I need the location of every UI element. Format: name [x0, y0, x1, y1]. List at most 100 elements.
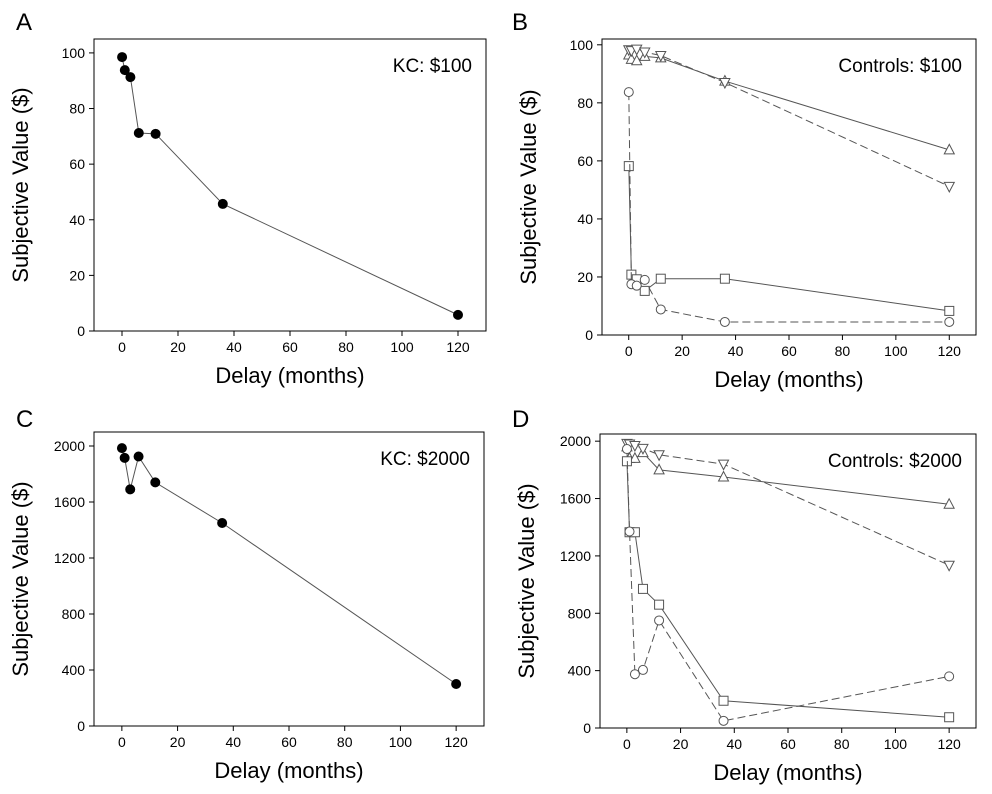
x-tick-label: 0 — [118, 339, 126, 355]
x-axis-title: Delay (months) — [714, 367, 863, 392]
data-point — [133, 127, 144, 138]
data-point — [719, 273, 730, 284]
data-point — [653, 450, 665, 462]
data-point — [217, 198, 228, 209]
y-axis-title: Subjective Value ($) — [516, 89, 541, 284]
y-tick-label: 0 — [77, 323, 85, 339]
chart-panel-d: D0 20 40 60 80 100 1200400800120016002000Delay… — [512, 406, 977, 785]
x-tick-label: 100 — [884, 343, 908, 359]
x-axis-title: Delay (months) — [215, 363, 364, 388]
y-tick-label: 60 — [577, 153, 593, 169]
series-square — [623, 161, 955, 316]
data-point — [623, 87, 634, 98]
chart-panel-a: A 0 20 40 60 80 100 120 0 20 40 60 80 100 Delay (month… — [8, 9, 487, 388]
data-point — [653, 463, 665, 475]
data-point — [125, 72, 136, 83]
x-tick-label: 60 — [282, 339, 298, 355]
x-tick-label: 120 — [444, 734, 468, 750]
data-point — [943, 181, 956, 193]
panel-label: B — [512, 9, 528, 36]
data-point — [719, 316, 730, 327]
y-tick-label: 80 — [69, 101, 85, 117]
y-tick-label: 2000 — [54, 438, 85, 454]
data-point — [718, 695, 729, 706]
x-tick-label: 0 — [623, 736, 631, 752]
data-point — [119, 65, 130, 76]
x-tick-label: 40 — [225, 734, 241, 750]
data-point — [631, 280, 642, 291]
data-point — [133, 451, 144, 462]
y-tick-label: 400 — [568, 663, 592, 679]
series-line — [121, 56, 459, 316]
y-tick-label: 800 — [568, 605, 592, 621]
series-filled-circle — [116, 443, 462, 689]
y-tick-label: 40 — [577, 211, 593, 227]
data-point — [629, 451, 641, 463]
series-square — [621, 456, 955, 723]
x-tick-label: 80 — [835, 343, 851, 359]
data-point — [117, 52, 128, 63]
data-point — [630, 54, 643, 66]
x-tick-label: 80 — [338, 339, 354, 355]
data-point — [150, 477, 161, 488]
data-point — [453, 309, 463, 320]
plot-frame — [601, 38, 977, 336]
y-tick-label: 0 — [585, 327, 593, 343]
series-line — [628, 166, 950, 312]
data-point — [624, 526, 635, 537]
y-tick-label: 100 — [570, 37, 594, 53]
series-filled-circle — [117, 52, 463, 320]
data-point — [944, 316, 955, 327]
data-point — [637, 664, 648, 675]
data-point — [717, 470, 730, 482]
y-tick-label: 2000 — [560, 433, 591, 449]
plot-frame — [93, 38, 487, 332]
data-point — [717, 459, 730, 471]
x-tick-label: 80 — [834, 736, 850, 752]
data-point — [629, 669, 640, 680]
data-point — [125, 484, 136, 495]
series-line — [626, 461, 950, 718]
data-point — [943, 560, 955, 572]
x-tick-label: 0 — [118, 734, 126, 750]
data-point — [943, 143, 956, 155]
data-point — [654, 599, 665, 610]
data-point — [719, 78, 731, 90]
data-point — [621, 444, 632, 455]
data-point — [150, 128, 161, 139]
data-point — [654, 615, 665, 626]
panel-annotation: Controls: $2000 — [828, 451, 962, 472]
y-tick-label: 0 — [77, 718, 85, 734]
data-point — [116, 443, 127, 454]
x-tick-label: 40 — [726, 736, 742, 752]
y-tick-label: 20 — [69, 267, 85, 283]
panel-label: D — [512, 406, 529, 433]
data-point — [655, 273, 666, 284]
data-point — [217, 518, 228, 528]
y-tick-label: 800 — [62, 606, 86, 622]
data-point — [718, 715, 729, 726]
x-tick-label: 120 — [937, 736, 961, 752]
x-tick-label: 100 — [884, 736, 908, 752]
data-point — [638, 47, 651, 59]
x-tick-label: 100 — [389, 734, 413, 750]
x-tick-label: 120 — [446, 339, 470, 355]
x-tick-label: 20 — [674, 343, 690, 359]
panel-annotation: KC: $100 — [393, 56, 472, 77]
data-point — [944, 305, 955, 316]
data-point — [623, 161, 634, 172]
panel-annotation: KC: $2000 — [380, 449, 470, 470]
data-point — [637, 583, 648, 594]
chart-panel-c: C0 20 40 60 80 100 1200400800120016002000Delay… — [8, 406, 485, 783]
data-point — [630, 44, 643, 56]
series-triangle-down — [622, 44, 956, 193]
x-tick-label: 0 — [625, 343, 633, 359]
x-tick-label: 60 — [780, 736, 796, 752]
x-tick-label: 20 — [170, 734, 186, 750]
x-tick-label: 20 — [170, 339, 186, 355]
x-axis-title: Delay (months) — [713, 760, 862, 785]
y-tick-label: 1200 — [54, 550, 85, 566]
series-line — [121, 447, 457, 685]
data-point — [119, 452, 130, 463]
